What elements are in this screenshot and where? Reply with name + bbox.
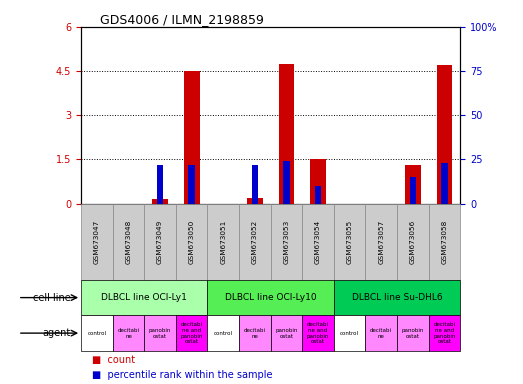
- Text: control: control: [214, 331, 233, 336]
- Bar: [397, 204, 429, 280]
- Bar: [334, 280, 460, 315]
- Bar: [176, 204, 208, 280]
- Bar: [184, 71, 200, 204]
- Text: agent: agent: [42, 328, 71, 338]
- Bar: [208, 315, 239, 351]
- Bar: [366, 204, 397, 280]
- Text: GSM673055: GSM673055: [347, 220, 353, 264]
- Text: GSM673050: GSM673050: [189, 220, 195, 264]
- Bar: [271, 315, 302, 351]
- Text: decitabi
ne: decitabi ne: [118, 328, 140, 339]
- Bar: [405, 165, 420, 204]
- Bar: [81, 280, 208, 315]
- Bar: [152, 199, 168, 204]
- Text: GDS4006 / ILMN_2198859: GDS4006 / ILMN_2198859: [100, 13, 264, 26]
- Bar: [429, 204, 460, 280]
- Bar: [247, 198, 263, 204]
- Text: ■  percentile rank within the sample: ■ percentile rank within the sample: [92, 370, 272, 380]
- Text: GSM673048: GSM673048: [126, 220, 131, 264]
- Text: DLBCL line OCI-Ly1: DLBCL line OCI-Ly1: [101, 293, 187, 302]
- Text: cell line: cell line: [33, 293, 71, 303]
- Text: GSM673049: GSM673049: [157, 220, 163, 264]
- Text: decitabi
ne: decitabi ne: [244, 328, 266, 339]
- Bar: [271, 204, 302, 280]
- Text: panobin
ostat: panobin ostat: [402, 328, 424, 339]
- Text: GSM673054: GSM673054: [315, 220, 321, 264]
- Text: DLBCL line Su-DHL6: DLBCL line Su-DHL6: [352, 293, 442, 302]
- Text: GSM673058: GSM673058: [441, 220, 448, 264]
- Text: GSM673057: GSM673057: [378, 220, 384, 264]
- Bar: [144, 204, 176, 280]
- Text: control: control: [340, 331, 359, 336]
- Bar: [302, 204, 334, 280]
- Text: control: control: [87, 331, 106, 336]
- Bar: [157, 165, 163, 204]
- Bar: [252, 165, 258, 204]
- Bar: [112, 315, 144, 351]
- Bar: [334, 315, 366, 351]
- Bar: [315, 186, 321, 204]
- Bar: [81, 315, 112, 351]
- Bar: [310, 159, 326, 204]
- Bar: [81, 204, 112, 280]
- Text: panobin
ostat: panobin ostat: [275, 328, 298, 339]
- Text: GSM673056: GSM673056: [410, 220, 416, 264]
- Text: GSM673051: GSM673051: [220, 220, 226, 264]
- Text: ■  count: ■ count: [92, 355, 134, 365]
- Bar: [239, 204, 271, 280]
- Text: decitabi
ne and
panobin
ostat: decitabi ne and panobin ostat: [180, 322, 203, 344]
- Bar: [429, 315, 460, 351]
- Bar: [279, 64, 294, 204]
- Text: decitabi
ne and
panobin
ostat: decitabi ne and panobin ostat: [307, 322, 329, 344]
- Text: GSM673052: GSM673052: [252, 220, 258, 264]
- Bar: [188, 165, 195, 204]
- Bar: [302, 315, 334, 351]
- Text: panobin
ostat: panobin ostat: [149, 328, 171, 339]
- Bar: [144, 315, 176, 351]
- Bar: [283, 161, 290, 204]
- Text: decitabi
ne and
panobin
ostat: decitabi ne and panobin ostat: [433, 322, 456, 344]
- Text: GSM673053: GSM673053: [283, 220, 289, 264]
- Bar: [112, 204, 144, 280]
- Text: GSM673047: GSM673047: [94, 220, 100, 264]
- Bar: [437, 65, 452, 204]
- Bar: [410, 177, 416, 204]
- Bar: [176, 315, 208, 351]
- Bar: [441, 163, 448, 204]
- Text: decitabi
ne: decitabi ne: [370, 328, 392, 339]
- Bar: [366, 315, 397, 351]
- Bar: [239, 315, 271, 351]
- Bar: [397, 315, 429, 351]
- Bar: [208, 280, 334, 315]
- Text: DLBCL line OCI-Ly10: DLBCL line OCI-Ly10: [225, 293, 316, 302]
- Bar: [334, 204, 366, 280]
- Bar: [208, 204, 239, 280]
